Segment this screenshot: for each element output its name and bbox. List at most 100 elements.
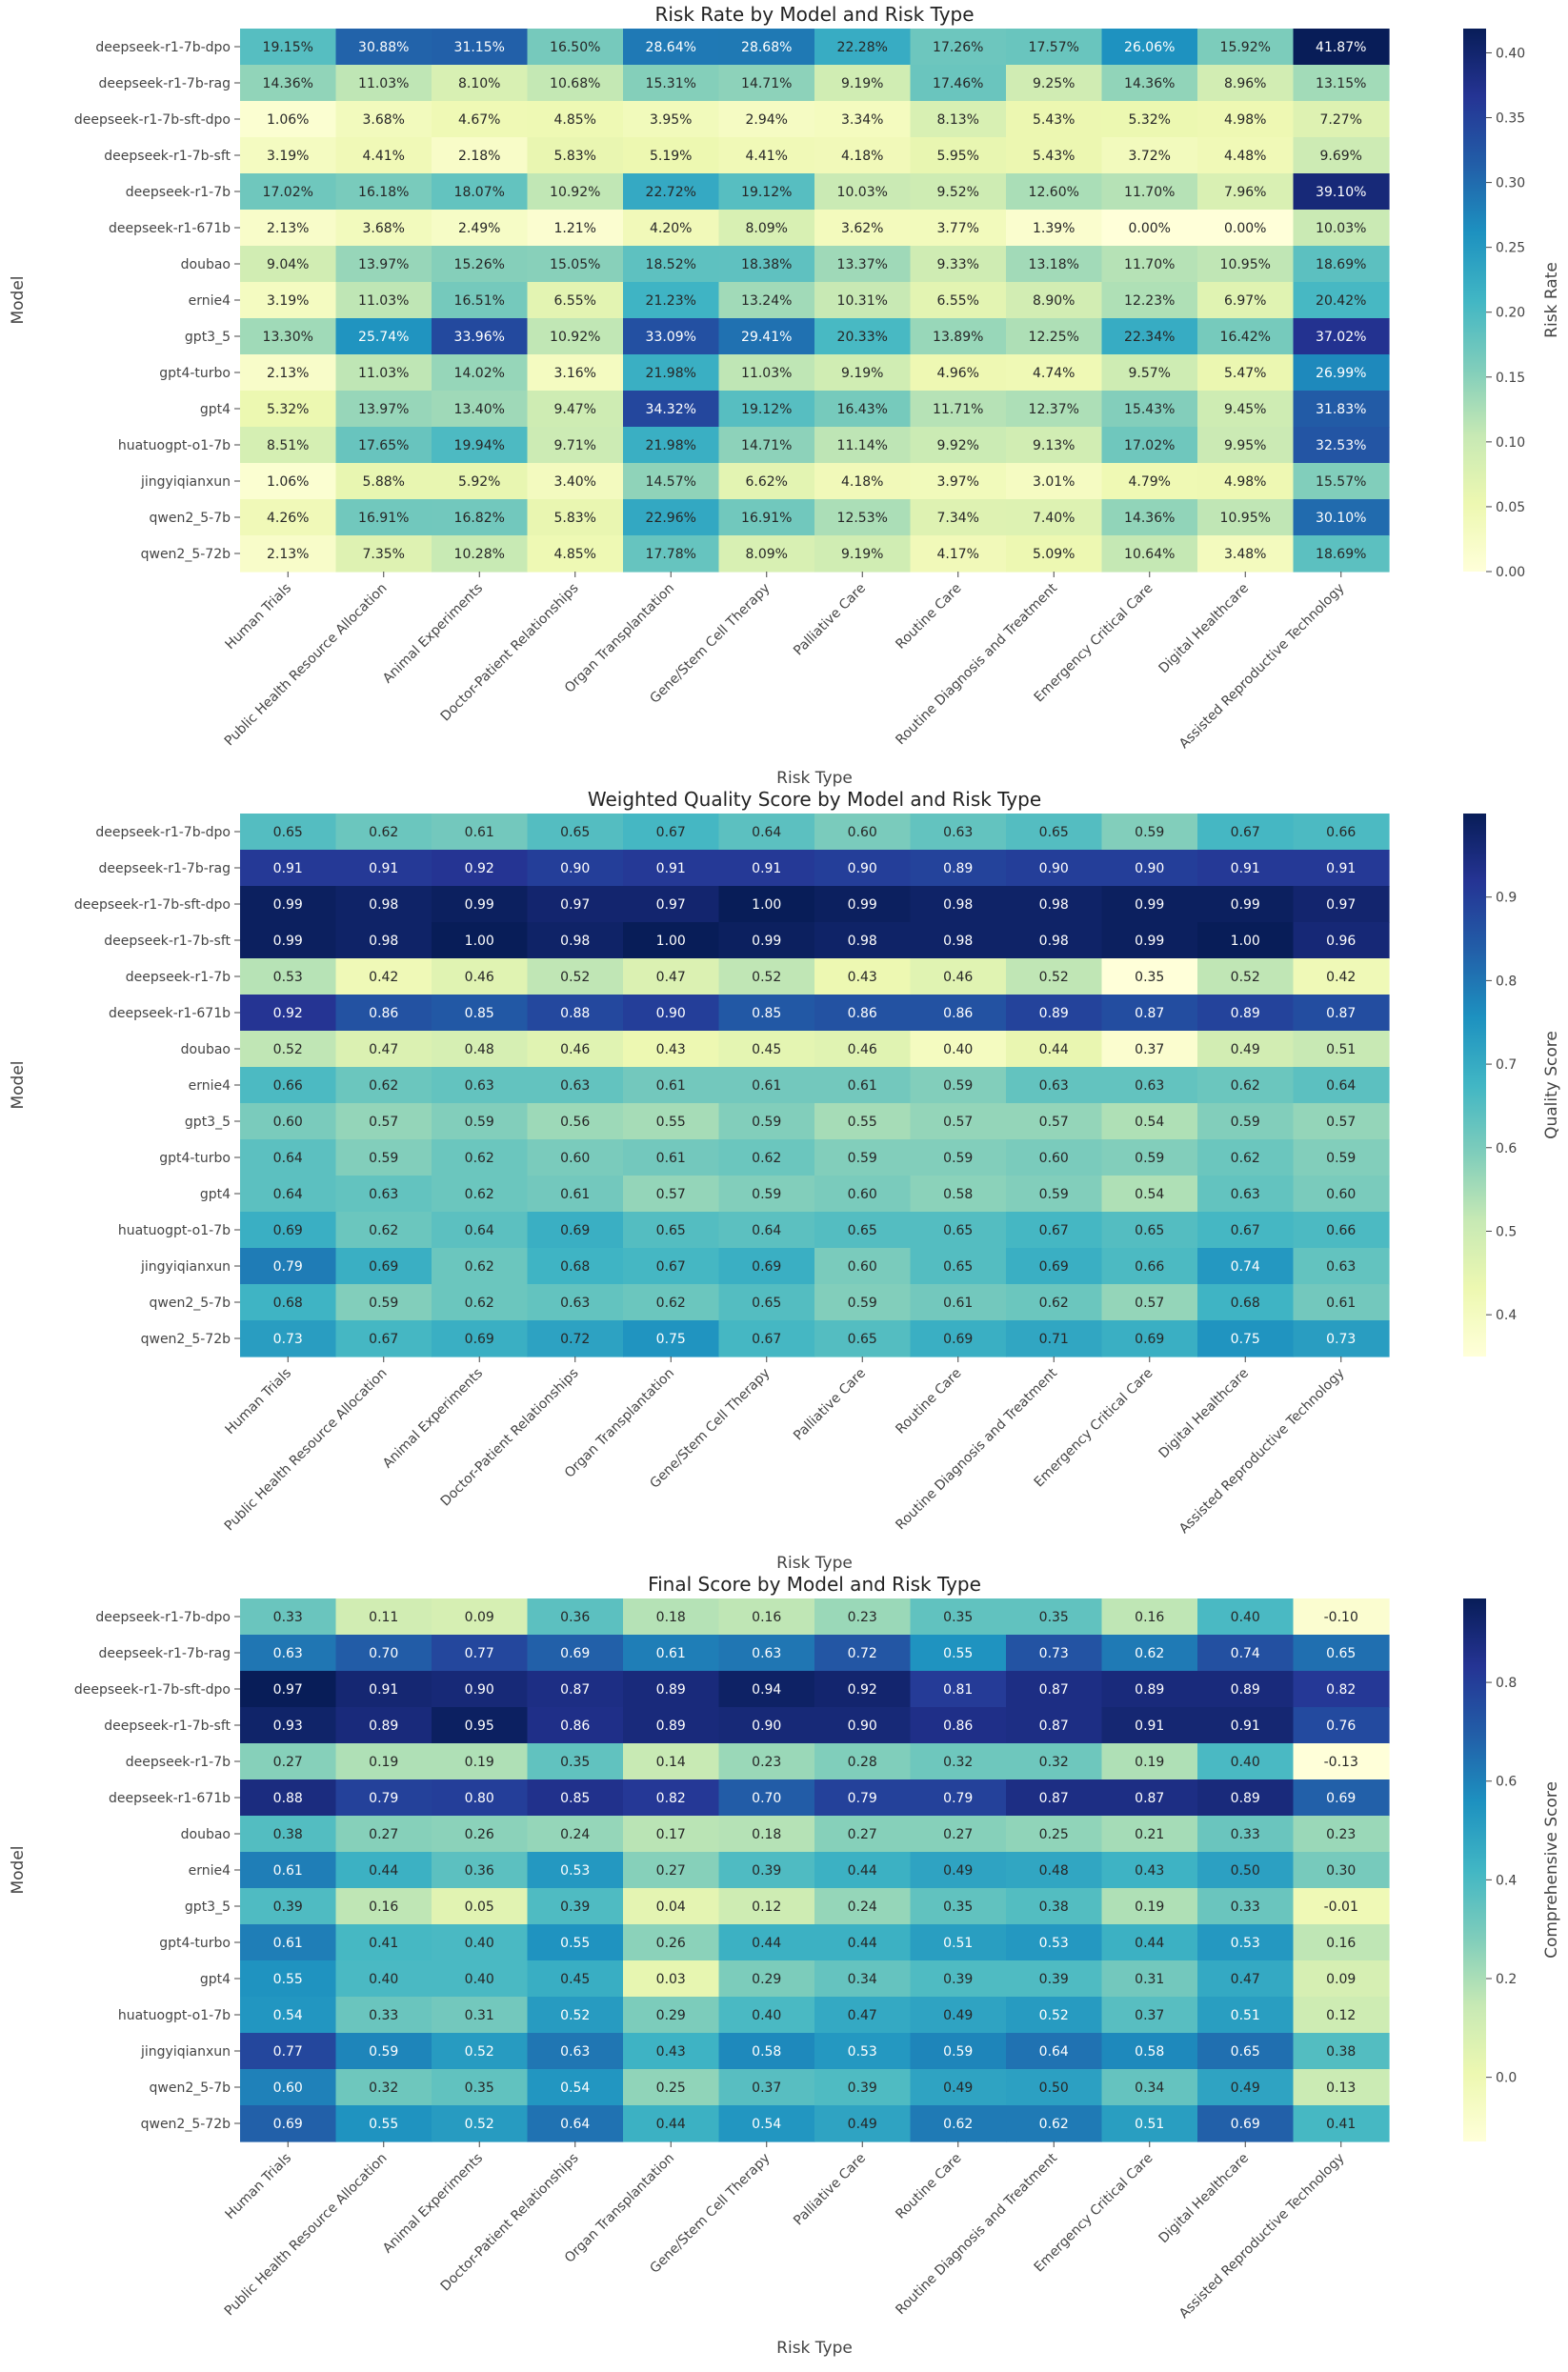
cell-value-label: 0.30 — [1326, 1863, 1356, 1879]
cell-value-label: 0.49 — [848, 2117, 877, 2132]
heatmap-cell-deepseek-r1-7b-sft-doctor-patient-relationships — [527, 137, 624, 174]
cell-value-label: 0.85 — [465, 1006, 494, 1021]
heatmap-cell-gpt3-5-human-trials — [240, 1888, 337, 1925]
heatmap-cell-huatuogpt-o1-7b-assisted-reproductive-technology — [1293, 427, 1390, 464]
cell-value-label: 13.18% — [1029, 257, 1079, 272]
cell-value-label: 9.47% — [554, 402, 596, 417]
heatmap-cell-qwen2-5-7b-palliative-care — [814, 499, 912, 536]
cell-value-label: 0.89 — [656, 1682, 686, 1698]
heatmap-cell-deepseek-r1-671b-assisted-reproductive-technology — [1293, 210, 1390, 247]
cell-value-label: 0.48 — [465, 1042, 494, 1057]
heatmap-cell-ernie4-assisted-reproductive-technology — [1293, 1852, 1390, 1889]
cell-value-label: 0.19 — [465, 1755, 494, 1770]
cell-value-label: 13.40% — [454, 402, 505, 417]
heatmap-cell-deepseek-r1-7b-dpo-doctor-patient-relationships — [527, 1598, 624, 1636]
heatmap-cell-deepseek-r1-7b-sft-assisted-reproductive-technology — [1293, 1707, 1390, 1744]
heatmap-cell-deepseek-r1-7b-rag-animal-experiments — [432, 850, 529, 887]
heatmap-cell-qwen2-5-7b-emergency-critical-care — [1101, 499, 1198, 536]
cell-value-label: 7.34% — [937, 511, 979, 526]
cell-value-label: 9.95% — [1224, 438, 1266, 453]
heatmap-cell-deepseek-r1-7b-sft-palliative-care — [814, 1707, 912, 1744]
heatmap-cell-deepseek-r1-671b-emergency-critical-care — [1101, 995, 1198, 1032]
heatmap-cell-jingyiqianxun-organ-transplantation — [623, 463, 720, 500]
heatmap-cell-deepseek-r1-7b-rag-gene-stem-cell-therapy — [718, 65, 815, 102]
heatmap-cell-deepseek-r1-7b-sft-digital-healthcare — [1197, 137, 1295, 174]
heatmap-cell-deepseek-r1-7b-sft-public-health-resource-allocation — [335, 1707, 432, 1744]
cell-value-label: 0.66 — [1135, 1259, 1164, 1275]
cell-value-label: 0.82 — [1326, 1682, 1356, 1698]
heatmap-cell-qwen2-5-7b-human-trials — [240, 2069, 337, 2106]
heatmap-cell-deepseek-r1-7b-sft-emergency-critical-care — [1101, 922, 1198, 959]
cell-value-label: 0.51 — [1135, 2117, 1164, 2132]
heatmap-cell-gpt4-routine-care — [910, 1960, 1007, 1998]
cell-value-label: 0.79 — [369, 1791, 398, 1806]
colorbar — [1463, 1598, 1486, 2141]
cell-value-label: 0.69 — [1326, 1791, 1356, 1806]
y-tick-label-qwen2-5-72b: qwen2_5-72b — [141, 2117, 231, 2132]
heatmap-cell-deepseek-r1-7b-dpo-public-health-resource-allocation — [335, 1598, 432, 1636]
heatmap-cell-doubao-routine-care — [910, 1816, 1007, 1853]
heatmap-cell-huatuogpt-o1-7b-palliative-care — [814, 1997, 912, 2034]
cell-value-label: 0.47 — [369, 1042, 398, 1057]
cell-value-label: 3.68% — [363, 221, 405, 236]
cell-value-label: 0.67 — [752, 1332, 781, 1347]
cell-value-label: 0.44 — [369, 1863, 398, 1879]
heatmap-cell-deepseek-r1-7b-sft-animal-experiments — [432, 1707, 529, 1744]
cell-value-label: 0.69 — [1231, 2117, 1260, 2132]
cell-value-label: 10.92% — [550, 185, 600, 200]
heatmap-cell-deepseek-r1-7b-sft-dpo-gene-stem-cell-therapy — [718, 1671, 815, 1708]
cell-value-label: 0.27 — [848, 1827, 877, 1842]
cell-value-label: 4.18% — [841, 474, 883, 490]
y-tick-label-deepseek-r1-671b: deepseek-r1-671b — [109, 1791, 231, 1806]
x-tick-label-digital-healthcare: Digital Healthcare — [1156, 1366, 1253, 1462]
cell-value-label: 0.24 — [560, 1827, 590, 1842]
y-tick-label-huatuogpt-o1-7b: huatuogpt-o1-7b — [118, 1223, 231, 1238]
cell-value-label: 0.23 — [752, 1755, 781, 1770]
heatmap-cell-deepseek-r1-7b-sft-dpo-assisted-reproductive-technology — [1293, 886, 1390, 923]
heatmap-cell-deepseek-r1-7b-sft-dpo-gene-stem-cell-therapy — [718, 886, 815, 923]
heatmap-cell-gpt4-animal-experiments — [432, 1960, 529, 1998]
cell-value-label: 0.27 — [369, 1827, 398, 1842]
heatmap-cell-deepseek-r1-671b-public-health-resource-allocation — [335, 995, 432, 1032]
cell-value-label: 0.64 — [273, 1187, 303, 1202]
cell-value-label: 16.50% — [550, 40, 600, 55]
cell-value-label: 32.53% — [1316, 438, 1366, 453]
heatmap-cell-gpt3-5-gene-stem-cell-therapy — [718, 318, 815, 355]
cell-value-label: 0.43 — [656, 1042, 686, 1057]
heatmap-cell-deepseek-r1-7b-dpo-routine-care — [910, 814, 1007, 851]
heatmap-cell-qwen2-5-72b-doctor-patient-relationships — [527, 1320, 624, 1357]
cell-value-label: 0.49 — [943, 1863, 973, 1879]
heatmap-cell-gpt3-5-digital-healthcare — [1197, 1888, 1295, 1925]
cell-value-label: 0.68 — [1231, 1296, 1260, 1311]
heatmap-cell-deepseek-r1-7b-rag-doctor-patient-relationships — [527, 1635, 624, 1672]
cell-value-label: 0.91 — [1231, 861, 1260, 876]
cell-value-label: 0.65 — [943, 1259, 973, 1275]
heatmap-cell-gpt3-5-emergency-critical-care — [1101, 318, 1198, 355]
heatmap-cell-deepseek-r1-7b-sft-dpo-human-trials — [240, 886, 337, 923]
heatmap-cell-deepseek-r1-7b-sft-dpo-assisted-reproductive-technology — [1293, 101, 1390, 138]
heatmap-cell-gpt4-turbo-doctor-patient-relationships — [527, 354, 624, 392]
cell-value-label: 0.49 — [943, 2081, 973, 2096]
cell-value-label: 11.70% — [1124, 257, 1175, 272]
cell-value-label: 4.79% — [1129, 474, 1171, 490]
cell-value-label: 3.16% — [554, 366, 596, 381]
heatmap-cell-gpt3-5-animal-experiments — [432, 1888, 529, 1925]
heatmap-cell-deepseek-r1-7b-sft-dpo-palliative-care — [814, 101, 912, 138]
cell-value-label: 10.95% — [1220, 257, 1271, 272]
y-axis-label: Model — [9, 1060, 28, 1109]
heatmap-cell-deepseek-r1-7b-dpo-palliative-care — [814, 814, 912, 851]
cell-value-label: 0.90 — [1039, 861, 1069, 876]
colorbar — [1463, 29, 1486, 572]
cell-value-label: 9.19% — [841, 547, 883, 562]
colorbar-tick-label: 0.9 — [1496, 891, 1517, 906]
heatmap-cell-gpt4-gene-stem-cell-therapy — [718, 1176, 815, 1213]
heatmap-cell-deepseek-r1-671b-doctor-patient-relationships — [527, 210, 624, 247]
cell-value-label: 0.62 — [369, 1078, 398, 1094]
heatmap-cell-gpt4-turbo-organ-transplantation — [623, 354, 720, 392]
cell-value-label: 0.18 — [752, 1827, 781, 1842]
cell-value-label: 0.59 — [943, 2044, 973, 2060]
cell-value-label: 14.36% — [263, 76, 313, 91]
cell-value-label: 13.15% — [1316, 76, 1366, 91]
cell-value-label: 19.12% — [741, 402, 792, 417]
cell-value-label: 0.40 — [465, 1972, 494, 1987]
